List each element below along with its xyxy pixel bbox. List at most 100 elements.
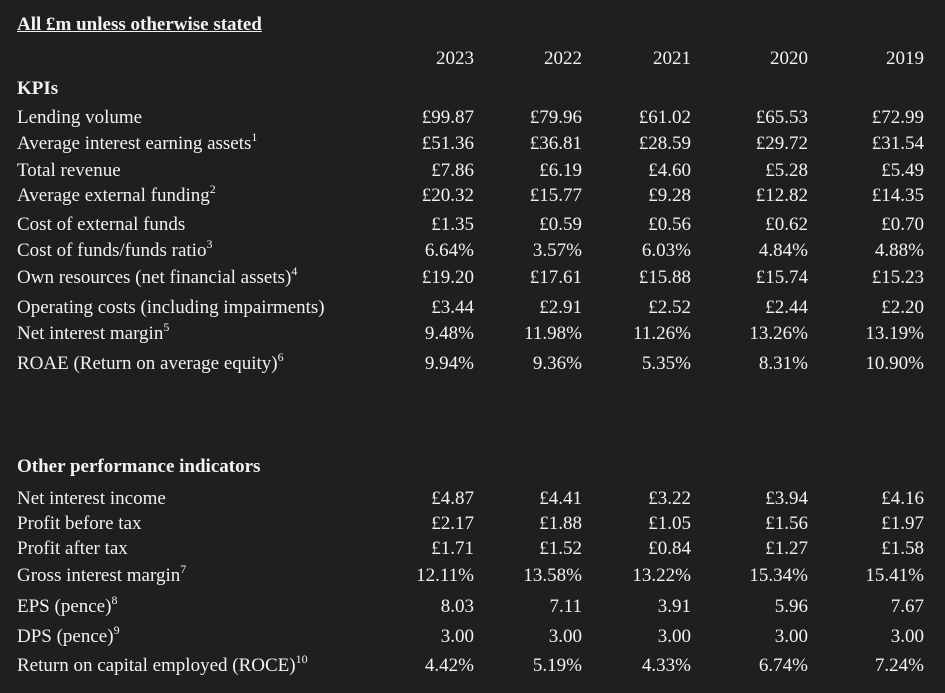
row-label: Profit after tax (17, 538, 128, 560)
value-cell: £1.35 (431, 214, 474, 235)
row-label-text: Gross interest margin (17, 565, 181, 586)
row-label-text: Profit after tax (17, 538, 128, 559)
footnote-marker: 3 (206, 237, 213, 251)
value-cell: £29.72 (755, 133, 808, 154)
value-cell: 3.00 (548, 626, 582, 647)
footnote-marker: 10 (295, 652, 308, 666)
row-label-text: Cost of external funds (17, 214, 186, 235)
table-row: Own resources (net financial assets)4 £19… (0, 265, 945, 293)
value-cell: £4.60 (648, 160, 691, 181)
value-cell: £5.28 (765, 160, 808, 181)
value-cell: £1.71 (431, 538, 474, 559)
value-cell: £0.56 (648, 214, 691, 235)
row-label-text: Lending volume (17, 107, 143, 128)
value-cell: £1.27 (765, 538, 808, 559)
value-cell: £20.32 (421, 185, 474, 206)
value-cell: 5.96 (774, 596, 808, 617)
value-cell: 13.58% (523, 565, 582, 586)
row-label-text: Operating costs (including impairments) (17, 297, 325, 318)
value-cell: £1.05 (648, 513, 691, 534)
row-label: Profit before tax (17, 513, 142, 535)
year-2022: 2022 (544, 48, 582, 69)
row-label: Return on capital employed (ROCE)10 (17, 652, 308, 677)
row-label: Lending volume (17, 107, 142, 129)
kpis-section-title: KPIs (17, 78, 59, 99)
footnote-marker: 2 (209, 182, 216, 196)
value-cell: 3.91 (657, 596, 691, 617)
table-row: Profit before tax £2.17 £1.88 £1.05 £1.56 £1.… (0, 513, 945, 539)
value-cell: 3.57% (532, 240, 582, 261)
value-cell: £0.59 (539, 214, 582, 235)
value-cell: £19.20 (421, 267, 474, 288)
value-cell: £61.02 (638, 107, 691, 128)
row-label-text: Net interest income (17, 488, 166, 509)
value-cell: 3.00 (774, 626, 808, 647)
table-row: EPS (pence)8 8.03 7.11 3.91 5.96 7.67 (0, 593, 945, 622)
value-cell: £0.62 (765, 214, 808, 235)
row-label-text: Profit before tax (17, 513, 142, 534)
value-cell: £3.22 (648, 488, 691, 509)
value-cell: 7.67 (890, 596, 924, 617)
value-cell: 6.64% (424, 240, 474, 261)
value-cell: £14.35 (871, 185, 924, 206)
footnote-marker: 7 (180, 562, 187, 576)
row-label: Average interest earning assets1 (17, 131, 257, 155)
value-cell: £5.49 (881, 160, 924, 181)
row-label-text: Average external funding (17, 185, 210, 206)
value-cell: £9.28 (648, 185, 691, 206)
year-2020: 2020 (770, 48, 808, 69)
row-label: Total revenue (17, 160, 121, 182)
value-cell: £15.88 (638, 267, 691, 288)
row-label: Own resources (net financial assets)4 (17, 265, 297, 289)
row-label: DPS (pence)9 (17, 623, 120, 648)
value-cell: 8.31% (758, 353, 808, 374)
value-cell: £2.20 (881, 297, 924, 318)
value-cell: £79.96 (529, 107, 582, 128)
value-cell: £2.91 (539, 297, 582, 318)
value-cell: 7.11 (549, 596, 582, 617)
row-label-text: ROAE (Return on average equity) (17, 353, 278, 374)
row-label-text: DPS (pence) (17, 626, 114, 647)
row-label: Average external funding2 (17, 182, 216, 207)
table-heading: All £m unless otherwise stated (17, 14, 262, 35)
value-cell: 8.03 (440, 596, 474, 617)
table-row: Cost of external funds £1.35 £0.59 £0.56 £0.… (0, 214, 945, 240)
footnote-marker: 6 (277, 350, 284, 364)
value-cell: £3.94 (765, 488, 808, 509)
value-cell: 5.19% (532, 655, 582, 676)
footnote-marker: 8 (111, 593, 118, 607)
value-cell: £12.82 (755, 185, 808, 206)
value-cell: £1.88 (539, 513, 582, 534)
table-row: ROAE (Return on average equity)6 9.94% 9.3… (0, 350, 945, 379)
table-row: Average interest earning assets1 £51.36 £3… (0, 131, 945, 159)
row-label: EPS (pence)8 (17, 593, 118, 618)
value-cell: 6.03% (641, 240, 691, 261)
table-row: DPS (pence)9 3.00 3.00 3.00 3.00 3.00 (0, 623, 945, 652)
value-cell: £15.77 (529, 185, 582, 206)
value-cell: 6.74% (758, 655, 808, 676)
value-cell: 7.24% (874, 655, 924, 676)
value-cell: 4.84% (758, 240, 808, 261)
value-cell: £1.52 (539, 538, 582, 559)
value-cell: £1.97 (881, 513, 924, 534)
row-label-text: Average interest earning assets (17, 133, 252, 154)
value-cell: 15.34% (749, 565, 808, 586)
table-row: Net interest income £4.87 £4.41 £3.22 £3.94 £… (0, 488, 945, 514)
value-cell: £31.54 (871, 133, 924, 154)
table-row: Lending volume £99.87 £79.96 £61.02 £65.53 £7… (0, 107, 945, 133)
table-row: Return on capital employed (ROCE)10 4.42%… (0, 652, 945, 681)
row-label: Net interest income (17, 488, 166, 510)
year-2023: 2023 (436, 48, 474, 69)
value-cell: £36.81 (529, 133, 582, 154)
table-row: Cost of funds/funds ratio3 6.64% 3.57% 6.03… (0, 237, 945, 266)
value-cell: £4.87 (431, 488, 474, 509)
value-cell: 13.19% (865, 323, 924, 344)
row-label: ROAE (Return on average equity)6 (17, 350, 284, 375)
row-label-text: EPS (pence) (17, 596, 112, 617)
value-cell: 4.33% (641, 655, 691, 676)
value-cell: 9.94% (424, 353, 474, 374)
value-cell: £4.41 (539, 488, 582, 509)
table-row: Operating costs (including impairments) £… (0, 297, 945, 323)
value-cell: £1.58 (881, 538, 924, 559)
footnote-marker: 9 (113, 623, 120, 637)
